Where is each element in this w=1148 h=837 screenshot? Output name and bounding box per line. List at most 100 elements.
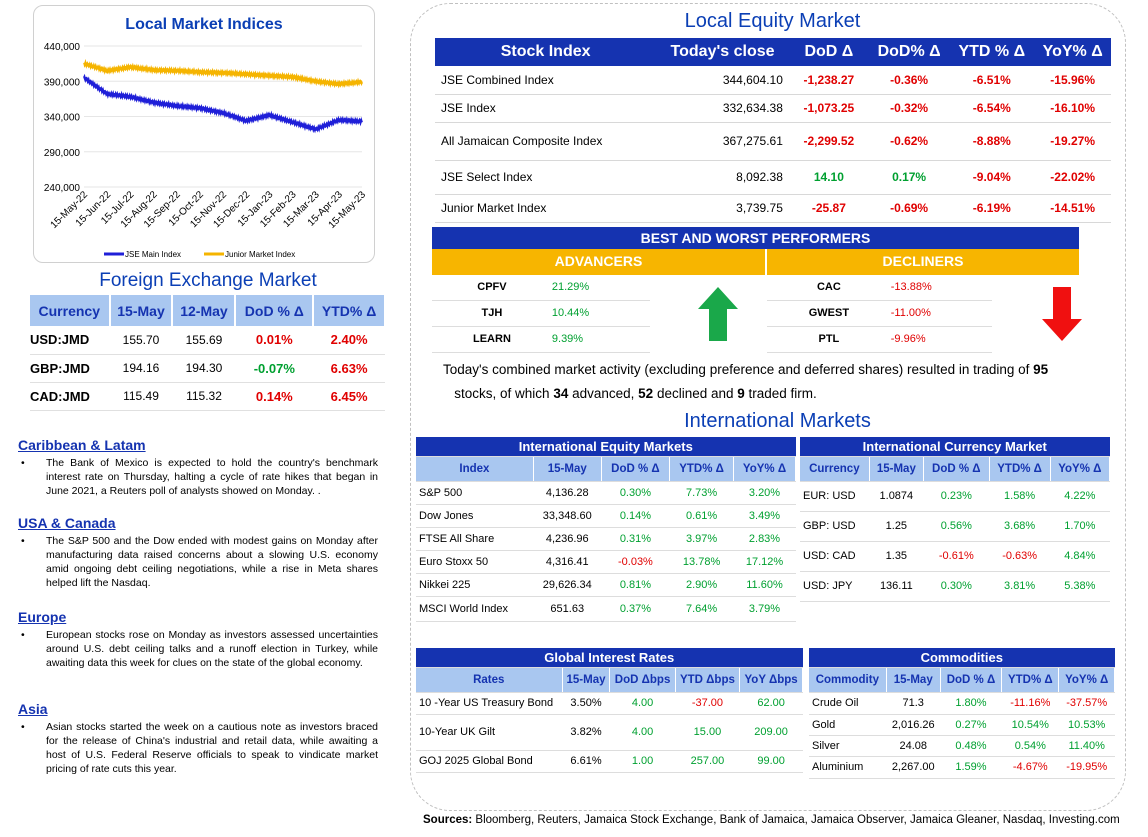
equity-header: DoD% Δ: [877, 43, 941, 60]
fx-cell: 115.32: [172, 382, 236, 411]
fx-header: DoD % Δ: [235, 295, 315, 326]
cell: 99.00: [739, 750, 803, 773]
column-header: 15-May: [869, 456, 925, 482]
cell: 3.97%: [669, 527, 734, 551]
cell: 4,236.96: [533, 527, 602, 551]
fx-cell: 194.16: [109, 354, 173, 383]
equity-cell: 14.10: [788, 160, 869, 195]
table-row: Euro Stoxx 50 4,316.41 -0.03% 13.78% 17.12%: [416, 550, 796, 574]
ticker-change: 21.29%: [551, 274, 650, 301]
cell: Gold: [809, 714, 887, 736]
column-header: YoY% Δ: [1050, 456, 1111, 482]
table-row: 10-Year UK Gilt 3.82% 4.00 15.00 209.00: [416, 714, 803, 751]
equity-header: YoY% Δ: [1042, 43, 1103, 60]
cell: 11.60%: [733, 573, 796, 597]
equity-cell: 367,275.61: [656, 122, 789, 161]
market-summary: Today's combined market activity (exclud…: [443, 358, 1083, 406]
cell: GBP: USD: [800, 511, 870, 542]
cell: -0.63%: [989, 541, 1051, 572]
cell: 15.00: [675, 714, 740, 751]
equity-cell: JSE Combined Index: [435, 66, 657, 95]
column-header: 15-May: [533, 456, 602, 482]
equity-cell: -0.69%: [868, 194, 950, 223]
cell: USD: JPY: [800, 571, 870, 602]
news-heading: Asia: [18, 701, 48, 717]
cell: 1.59%: [940, 756, 1002, 779]
equity-cell: -6.51%: [949, 66, 1035, 95]
cell: 0.23%: [923, 481, 990, 512]
cell: 0.48%: [940, 735, 1002, 757]
performers-title: BEST AND WORST PERFORMERS: [432, 227, 1079, 249]
equity-panel: [410, 3, 1126, 811]
news-text: Asian stocks started the week on a cauti…: [18, 720, 378, 776]
column-header: 15-May: [562, 667, 611, 693]
cell: 24.08: [886, 735, 941, 757]
cell: 3.79%: [733, 596, 796, 622]
cell: 3.20%: [733, 481, 796, 505]
equity-cell: -6.54%: [949, 94, 1035, 123]
y-tick-label: 240,000: [44, 183, 81, 194]
table-row: Silver 24.08 0.48% 0.54% 11.40%: [809, 735, 1115, 757]
table-row: Junior Market Index 3,739.75 -25.87 -0.69% -…: [435, 194, 1111, 223]
ticker: LEARN: [432, 326, 552, 353]
cell: 2.90%: [669, 573, 734, 597]
cell: Crude Oil: [809, 692, 887, 715]
equity-cell: JSE Select Index: [435, 160, 657, 195]
news-text: The S&P 500 and the Dow ended with modes…: [18, 534, 378, 590]
cell: 651.63: [533, 596, 602, 622]
table-row: GWEST -11.00%: [767, 300, 992, 327]
equity-cell: 332,634.38: [656, 94, 789, 123]
column-header: YTD% Δ: [1001, 667, 1060, 693]
table-row: CPFV 21.29%: [432, 274, 650, 301]
cell: 0.30%: [601, 481, 670, 505]
equity-cell: -1,073.25: [788, 94, 869, 123]
table-title: Commodities: [809, 648, 1115, 668]
equity-cell: 344,604.10: [656, 66, 789, 95]
table-row: USD: CAD 1.35 -0.61% -0.63% 4.84%: [800, 541, 1110, 572]
column-header: Index: [416, 456, 534, 482]
fx-header: 15-May: [109, 295, 174, 326]
equity-cell: JSE Index: [435, 94, 657, 123]
table-row: USD:JMD 155.70 155.69 0.01% 2.40%: [30, 326, 385, 355]
cell: 3.50%: [562, 692, 610, 715]
cell: 0.56%: [923, 511, 990, 542]
cell: 2.83%: [733, 527, 796, 551]
column-header: Rates: [416, 667, 563, 693]
table-row: FTSE All Share 4,236.96 0.31% 3.97% 2.83%: [416, 527, 796, 551]
news-heading: Europe: [18, 609, 67, 625]
equity-cell: All Jamaican Composite Index: [435, 122, 657, 161]
cell: 1.00: [609, 750, 676, 773]
summary-total: 95: [1033, 362, 1049, 377]
fx-cell: 155.69: [172, 326, 236, 355]
cell: 0.54%: [1001, 735, 1059, 757]
column-header: YTD% Δ: [669, 456, 734, 482]
cell: 0.31%: [601, 527, 670, 551]
cell: Nikkei 225: [416, 573, 534, 597]
fx-cell: 194.30: [172, 354, 236, 383]
fx-cell: 6.45%: [313, 382, 385, 411]
cell: 257.00: [675, 750, 740, 773]
cell: 0.14%: [601, 504, 670, 528]
equity-cell: -15.96%: [1034, 66, 1111, 95]
ticker: TJH: [432, 300, 552, 327]
sources-line: Sources: Bloomberg, Reuters, Jamaica Sto…: [423, 814, 1143, 826]
summary-firm: 9: [737, 386, 745, 401]
equity-cell: -8.88%: [949, 122, 1035, 161]
equity-cell: -14.51%: [1034, 194, 1111, 223]
cell: 3.49%: [733, 504, 796, 528]
cell: 3.82%: [562, 714, 610, 751]
cell: 3.81%: [989, 571, 1051, 602]
equity-header: Today's close: [670, 43, 775, 60]
ticker-change: -13.88%: [890, 274, 992, 301]
table-row: LEARN 9.39%: [432, 326, 650, 353]
summary-declined: 52: [638, 386, 654, 401]
table-row: Dow Jones 33,348.60 0.14% 0.61% 3.49%: [416, 504, 796, 528]
cell: Euro Stoxx 50: [416, 550, 534, 574]
cell: Aluminium: [809, 756, 887, 779]
cell: -4.67%: [1001, 756, 1059, 779]
summary-text: traded firm.: [744, 386, 817, 401]
equity-cell: -9.04%: [949, 160, 1035, 195]
news-item: Caribbean & Latam The Bank of Mexico is e…: [18, 437, 378, 498]
y-tick-label: 290,000: [44, 148, 81, 159]
equity-header: Stock Index: [500, 43, 591, 60]
